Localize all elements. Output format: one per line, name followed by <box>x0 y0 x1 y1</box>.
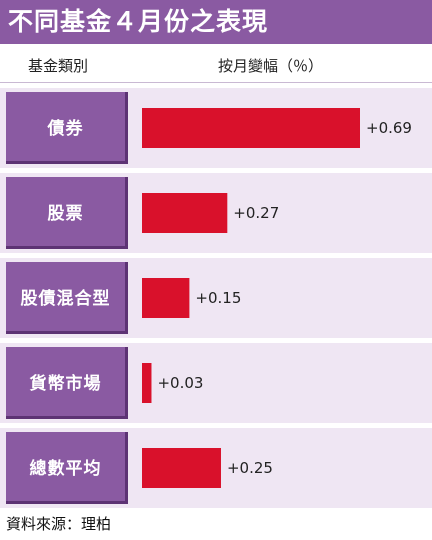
category-label-box: 股票 <box>6 177 128 249</box>
chart-title: 不同基金４月份之表現 <box>8 7 269 36</box>
category-label-box: 債券 <box>6 92 128 164</box>
bar-value-label: +0.25 <box>227 459 273 477</box>
change-column-header: 按月變幅（％） <box>218 57 324 75</box>
bar-value-label: +0.27 <box>233 204 279 222</box>
category-label-box: 總數平均 <box>6 432 128 504</box>
bar-value-label: +0.69 <box>366 119 412 137</box>
category-row: 貨幣市場 <box>0 343 432 423</box>
bar <box>142 448 221 488</box>
category-column-header: 基金類別 <box>28 57 89 75</box>
bar <box>142 278 190 318</box>
category-label: 股票 <box>47 204 84 224</box>
category-label: 貨幣市場 <box>29 374 102 394</box>
header-divider <box>0 82 432 83</box>
source-note: 資料來源：理柏 <box>6 515 112 533</box>
category-row: 股票 <box>0 173 432 253</box>
bar <box>142 108 360 148</box>
category-label-box: 股債混合型 <box>6 262 128 334</box>
category-row: 股債混合型 <box>0 258 432 338</box>
category-label: 總數平均 <box>29 459 102 479</box>
bar-value-label: +0.03 <box>157 374 203 392</box>
category-label-box: 貨幣市場 <box>6 347 128 419</box>
bar <box>142 363 152 403</box>
title-bar: 不同基金４月份之表現 <box>0 0 432 44</box>
category-label: 債券 <box>47 119 84 139</box>
bar <box>142 193 228 233</box>
column-header-row: 基金類別 按月變幅（％） <box>0 50 432 84</box>
category-label: 股債混合型 <box>20 289 111 309</box>
bar-value-label: +0.15 <box>195 289 241 307</box>
